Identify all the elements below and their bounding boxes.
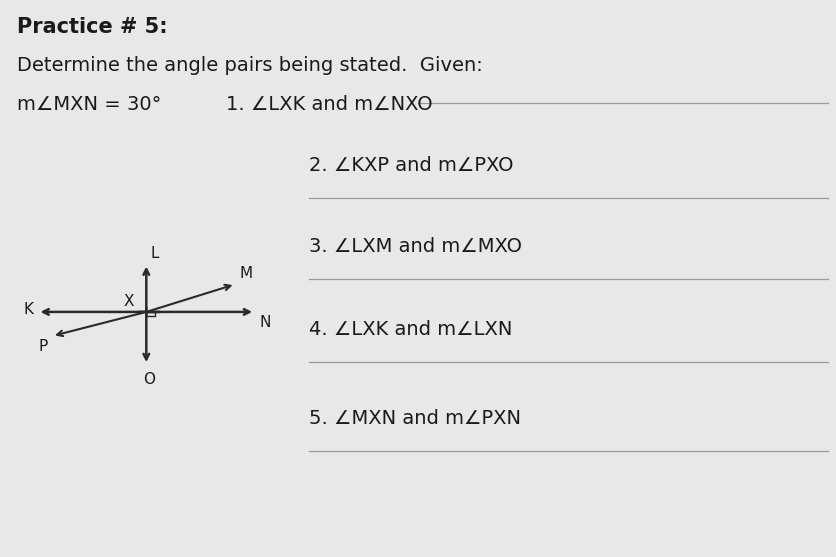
Text: 1. ∠LXK and m∠NXO: 1. ∠LXK and m∠NXO	[226, 95, 432, 114]
Text: 2. ∠KXP and m∠PXO: 2. ∠KXP and m∠PXO	[309, 156, 514, 175]
Text: N: N	[259, 315, 271, 330]
Text: 4. ∠LXK and m∠LXN: 4. ∠LXK and m∠LXN	[309, 320, 512, 339]
Text: 5. ∠MXN and m∠PXN: 5. ∠MXN and m∠PXN	[309, 409, 522, 428]
Text: Determine the angle pairs being stated.  Given:: Determine the angle pairs being stated. …	[17, 56, 482, 75]
Text: 3. ∠LXM and m∠MXO: 3. ∠LXM and m∠MXO	[309, 237, 522, 256]
Text: P: P	[38, 339, 48, 354]
Text: L: L	[150, 246, 159, 261]
Text: O: O	[143, 372, 155, 387]
Text: Practice # 5:: Practice # 5:	[17, 17, 167, 37]
Text: m∠MXN = 30°: m∠MXN = 30°	[17, 95, 161, 114]
Text: M: M	[239, 266, 252, 281]
Text: X: X	[123, 294, 134, 309]
Text: K: K	[23, 302, 33, 316]
